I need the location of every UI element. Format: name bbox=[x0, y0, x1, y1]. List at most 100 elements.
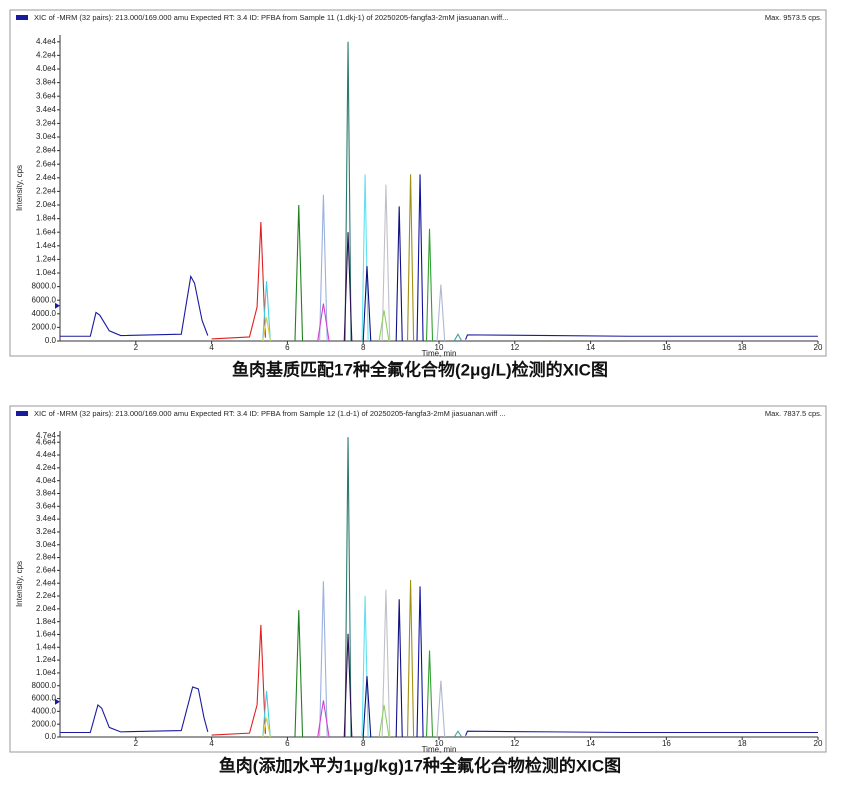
trace bbox=[436, 284, 446, 342]
caption: 鱼肉基质匹配17种全氟化合物(2μg/L)检测的XIC图 bbox=[232, 359, 608, 379]
trace bbox=[378, 704, 390, 738]
trace bbox=[362, 676, 372, 738]
y-tick-label: 8000.0 bbox=[32, 282, 57, 291]
chart-header: XIC of -MRM (32 pairs): 213.000/169.000 … bbox=[34, 13, 508, 22]
trace bbox=[294, 204, 304, 342]
trace bbox=[262, 317, 271, 342]
y-tick-label: 3.2e4 bbox=[36, 119, 57, 128]
trace bbox=[361, 174, 369, 342]
header-icon bbox=[16, 15, 28, 20]
y-tick-label: 4.6e4 bbox=[36, 437, 57, 446]
y-tick-label: 4000.0 bbox=[32, 706, 57, 715]
y-tick-label: 4000.0 bbox=[32, 309, 57, 318]
y-tick-label: 3.8e4 bbox=[36, 78, 57, 87]
trace bbox=[262, 690, 271, 738]
y-tick-label: 1.0e4 bbox=[36, 668, 57, 677]
x-tick-label: 16 bbox=[662, 739, 671, 748]
y-tick-label: 8000.0 bbox=[32, 681, 57, 690]
trace bbox=[319, 581, 328, 738]
trace bbox=[317, 700, 330, 738]
x-tick-label: 8 bbox=[361, 739, 366, 748]
y-tick-label: 3.2e4 bbox=[36, 527, 57, 536]
y-tick-label: 4.4e4 bbox=[36, 37, 57, 46]
y-tick-label: 3.4e4 bbox=[36, 514, 57, 523]
trace bbox=[395, 599, 403, 738]
trace bbox=[319, 194, 328, 342]
y-tick-label: 0.0 bbox=[45, 732, 57, 741]
y-tick-label: 3.0e4 bbox=[36, 132, 57, 141]
x-tick-label: 8 bbox=[361, 343, 366, 352]
x-tick-label: 14 bbox=[586, 343, 595, 352]
x-tick-label: 6 bbox=[285, 343, 290, 352]
trace bbox=[453, 333, 463, 342]
x-tick-label: 12 bbox=[510, 343, 519, 352]
x-tick-label: 6 bbox=[285, 739, 290, 748]
x-tick-label: 14 bbox=[586, 739, 595, 748]
y-tick-label: 2.8e4 bbox=[36, 146, 57, 155]
x-tick-label: 4 bbox=[209, 343, 214, 352]
trace bbox=[344, 437, 352, 738]
y-tick-label: 4.2e4 bbox=[36, 51, 57, 60]
trace bbox=[425, 228, 434, 342]
trace bbox=[294, 610, 304, 738]
y-tick-label: 1.2e4 bbox=[36, 255, 57, 264]
y-tick-label: 3.0e4 bbox=[36, 540, 57, 549]
trace bbox=[436, 680, 446, 738]
y-tick-label: 2.0e4 bbox=[36, 604, 57, 613]
trace bbox=[262, 717, 271, 738]
trace bbox=[362, 266, 372, 342]
max-annotation: Max. 7837.5 cps. bbox=[765, 409, 822, 418]
y-tick-label: 1.4e4 bbox=[36, 642, 57, 651]
x-axis-title: Time, min bbox=[422, 745, 457, 754]
trace bbox=[262, 281, 271, 342]
trace bbox=[211, 221, 266, 340]
y-tick-label: 6000.0 bbox=[32, 694, 57, 703]
trace bbox=[381, 184, 391, 342]
y-tick-label: 2.2e4 bbox=[36, 187, 57, 196]
trace bbox=[378, 310, 390, 342]
trace bbox=[60, 686, 818, 736]
chart-header: XIC of -MRM (32 pairs): 213.000/169.000 … bbox=[34, 409, 506, 418]
caption: 鱼肉(添加水平为1μg/kg)17种全氟化合物检测的XIC图 bbox=[219, 755, 621, 775]
chart-frame bbox=[9, 405, 827, 753]
y-tick-label: 6000.0 bbox=[32, 295, 57, 304]
trace bbox=[317, 303, 330, 342]
trace bbox=[344, 41, 352, 342]
y-tick-label: 2.6e4 bbox=[36, 159, 57, 168]
x-tick-label: 18 bbox=[738, 739, 747, 748]
y-axis-title: Intensity, cps bbox=[15, 561, 24, 607]
y-axis-title: Intensity, cps bbox=[15, 165, 24, 211]
y-tick-label: 3.6e4 bbox=[36, 501, 57, 510]
x-tick-label: 2 bbox=[134, 343, 139, 352]
x-tick-label: 4 bbox=[209, 739, 214, 748]
y-tick-label: 2000.0 bbox=[32, 323, 57, 332]
axis-marker bbox=[55, 698, 60, 705]
y-tick-label: 3.6e4 bbox=[36, 91, 57, 100]
y-tick-label: 4.7e4 bbox=[36, 431, 57, 440]
trace bbox=[60, 274, 818, 340]
y-tick-label: 0.0 bbox=[45, 336, 57, 345]
y-tick-label: 1.4e4 bbox=[36, 241, 57, 250]
y-tick-label: 2.0e4 bbox=[36, 200, 57, 209]
trace bbox=[343, 633, 353, 738]
trace bbox=[453, 730, 463, 738]
x-tick-label: 16 bbox=[662, 343, 671, 352]
y-tick-label: 2.2e4 bbox=[36, 591, 57, 600]
x-tick-label: 18 bbox=[738, 343, 747, 352]
trace bbox=[211, 624, 266, 736]
y-tick-label: 2.8e4 bbox=[36, 553, 57, 562]
y-tick-label: 4.0e4 bbox=[36, 64, 57, 73]
y-tick-label: 2.4e4 bbox=[36, 173, 57, 182]
y-tick-label: 2.4e4 bbox=[36, 578, 57, 587]
axis-marker bbox=[55, 302, 60, 309]
trace bbox=[425, 650, 434, 738]
x-tick-label: 2 bbox=[134, 739, 139, 748]
y-tick-label: 2000.0 bbox=[32, 719, 57, 728]
x-tick-label: 10 bbox=[435, 739, 444, 748]
chart-frame bbox=[9, 9, 827, 357]
trace bbox=[416, 586, 424, 738]
max-annotation: Max. 9573.5 cps. bbox=[765, 13, 822, 22]
y-tick-label: 3.4e4 bbox=[36, 105, 57, 114]
y-tick-label: 1.6e4 bbox=[36, 630, 57, 639]
